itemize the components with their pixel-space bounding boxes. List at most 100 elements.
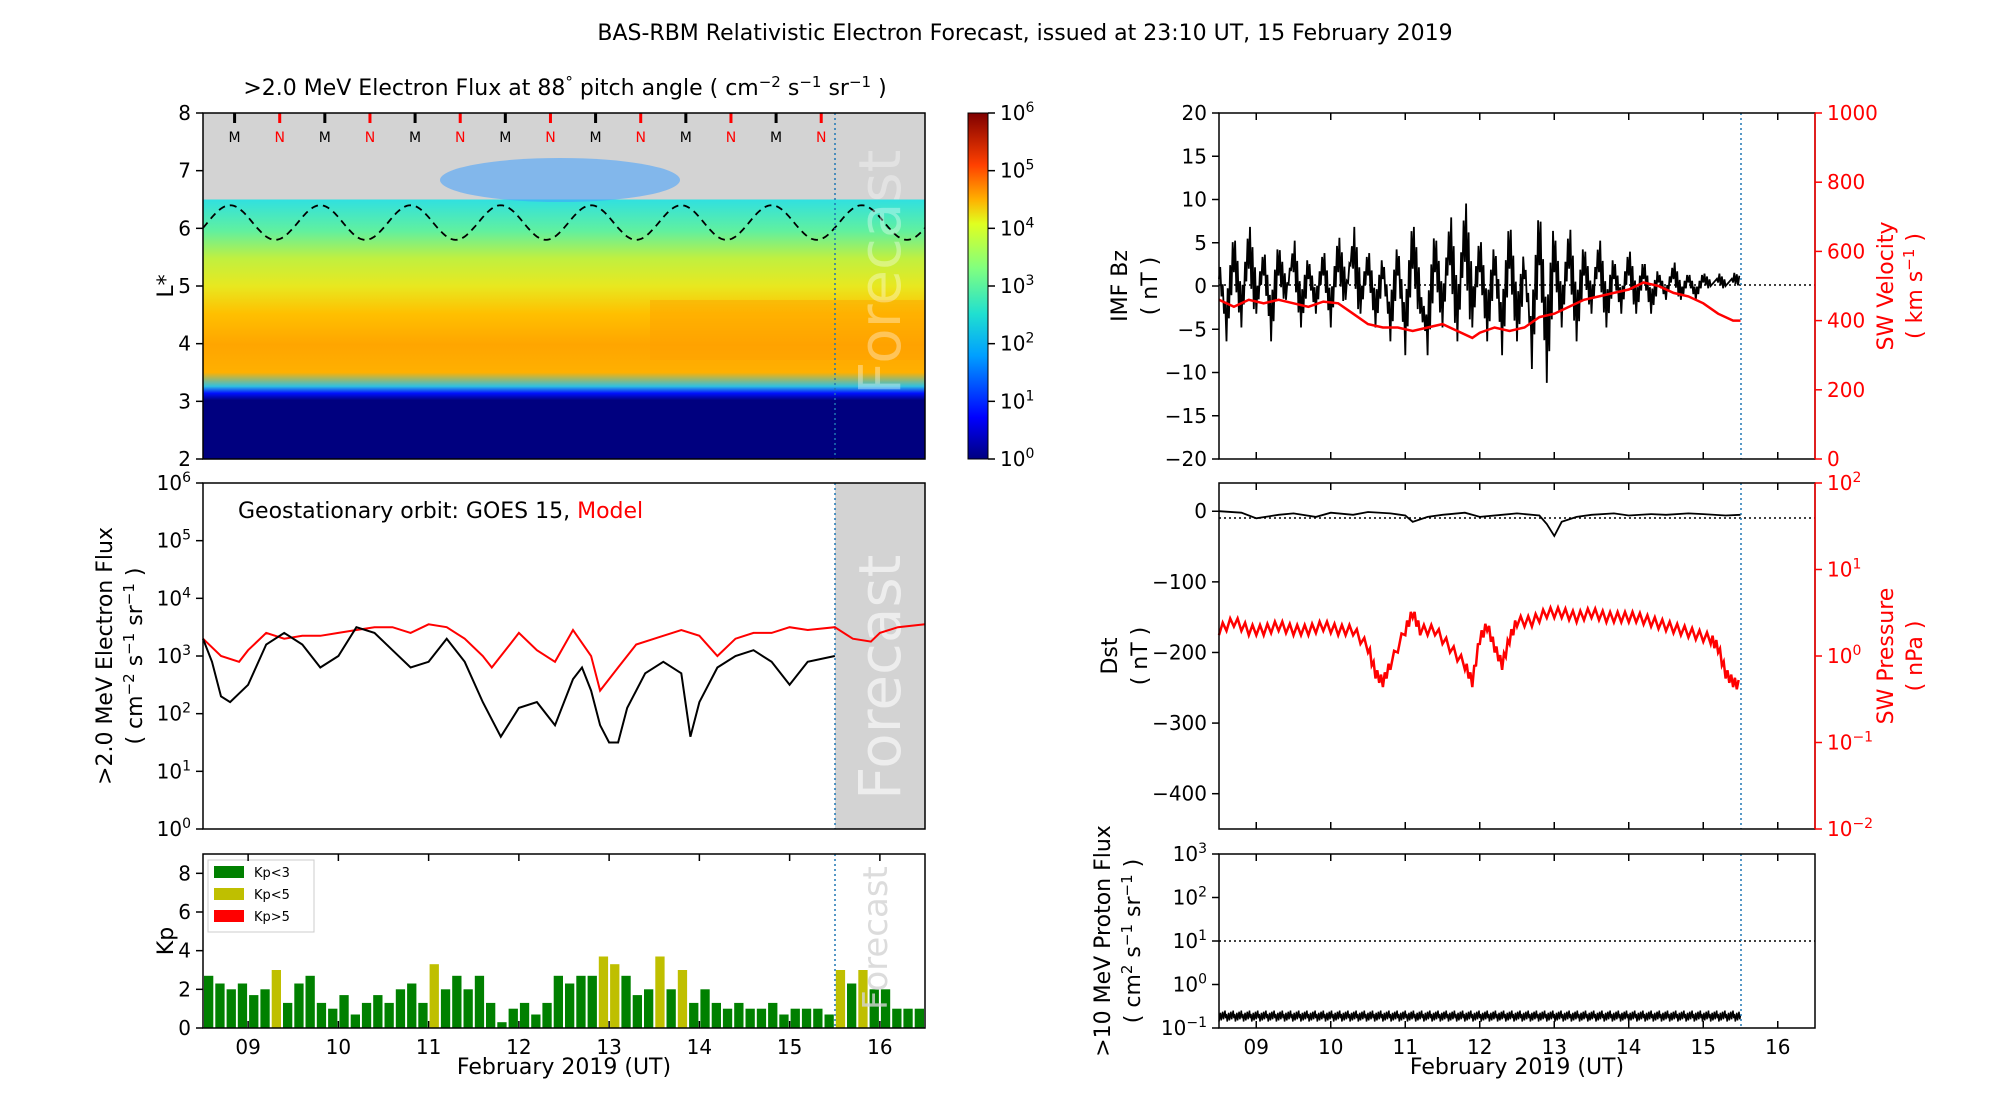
kp-bar [237,983,248,1028]
y-tick-label: 200 [1827,378,1865,402]
y-tick-label: 0 [1194,499,1207,523]
kp-legend-swatch-3 [214,910,244,922]
y-tick-label: 2 [178,977,191,1001]
geo-y-axis: 100 101 102 103 104 105 106 [157,470,203,841]
x-tick-label: 15 [1691,1035,1716,1059]
left-xlabel: February 2019 (UT) [457,1055,671,1080]
flux-map-ylabel: L* [154,274,179,297]
geo-forecast-label: Forecast [846,555,914,800]
x-tick-label: 13 [1542,1035,1567,1059]
kp-bar [418,1002,428,1028]
dst-y-axis-left: 0 −100 −200 −300 −400 [1152,499,1219,806]
y-tick-label: 101 [1173,928,1207,953]
y-tick-label: 0 [1827,447,1840,471]
y-tick-label: 6 [178,900,191,924]
imf-ylabel-2: ( nT ) [1138,257,1163,316]
proton-panel: 103 102 101 100 10−1 09 10 11 12 13 14 15 16 >10 Me… [1091,825,1816,1080]
y-tick-label: 105 [157,528,191,553]
x-tick-label: 14 [1616,1035,1641,1059]
kp-panel: Forecast Kp<3 Kp<5 Kp>5 0 2 4 6 8 09 10 11 12 13… [154,853,926,1080]
dst-frame [1218,482,1816,830]
y-tick-label: 101 [1827,557,1861,582]
mn-marker-label: N [365,130,375,146]
kp-bar [553,975,563,1028]
y-tick-label: 10−1 [1161,1015,1207,1040]
kp-ylabel: Kp [154,927,179,955]
x-tick-label: 16 [867,1035,892,1059]
x-tick-label: 14 [687,1035,712,1059]
kp-bar [801,1008,812,1028]
kp-bar [519,1002,530,1028]
kp-bar [339,995,349,1028]
kp-bar [689,1002,699,1028]
kp-bars [204,956,924,1028]
imf-panel: 20 15 10 5 0 −5 −10 −15 −20 1000 800 600 400 200 0 IM… [1108,101,1928,471]
dst-ylabel-1: Dst [1098,637,1123,674]
x-tick-label: 11 [1393,1035,1418,1059]
y-tick-label: 105 [1000,158,1034,183]
mn-marker-label: N [274,130,284,146]
kp-bar [756,1008,767,1028]
y-tick-label: 8 [178,101,191,125]
flux-map-title: >2.0 MeV Electron Flux at 88° pitch angl… [243,73,886,101]
proton-ylabel-1: >10 MeV Proton Flux [1091,825,1116,1057]
y-tick-label: 100 [1827,643,1861,668]
kp-bar [914,1008,924,1028]
kp-bar [440,989,451,1028]
y-tick-label: 10−2 [1827,816,1873,841]
kp-bar [350,1014,360,1028]
y-tick-label: 20 [1182,101,1207,125]
kp-bar [486,1002,496,1028]
y-tick-label: 0 [1194,274,1207,298]
kp-bar [835,970,846,1028]
kp-bar [880,989,891,1028]
dst-y-axis-right: 102 101 100 10−1 10−2 [1815,470,1873,841]
kp-bar [474,975,485,1028]
y-tick-label: −200 [1152,640,1207,664]
mn-marker-label: N [635,130,645,146]
kp-legend-label-3: Kp>5 [254,910,290,925]
y-tick-label: 102 [1173,885,1207,910]
y-tick-label: 106 [1000,100,1034,125]
kp-bar [452,975,462,1028]
imf-y-axis-right: 1000 800 600 400 200 0 [1815,101,1878,471]
kp-bar [407,983,417,1028]
kp-legend-swatch-2 [214,888,244,900]
sw-pressure-line [1217,603,1740,690]
y-tick-label: 100 [157,816,191,841]
y-tick-label: 102 [157,701,191,726]
kp-bar [621,975,631,1028]
kp-bar [903,1008,913,1028]
kp-bar [677,970,688,1028]
y-tick-label: 4 [178,939,191,963]
colorbar-gradient [967,112,989,460]
dst-ylabel-2: ( nT ) [1128,627,1153,686]
kp-bar [463,989,473,1028]
mn-marker-label: N [816,130,826,146]
x-tick-label: 09 [1244,1035,1269,1059]
x-tick-label: 10 [326,1035,351,1059]
y-tick-label: 103 [1000,273,1034,298]
colorbar: 100 101 102 103 104 105 106 [967,100,1034,471]
proton-y-axis: 103 102 101 100 10−1 [1161,841,1219,1040]
flux-map-bright-band [650,300,925,360]
kp-bar [395,989,406,1028]
imf-y-axis-left: 20 15 10 5 0 −5 −10 −15 −20 [1165,101,1219,471]
y-tick-label: 5 [178,274,191,298]
kp-bar [576,975,586,1028]
sw-velocity-line [1218,281,1741,340]
mn-marker-label: M [680,130,692,146]
kp-legend-label-1: Kp<3 [254,866,290,881]
kp-bar [508,1008,518,1028]
y-tick-label: 104 [157,585,191,610]
y-tick-label: 102 [1827,470,1861,495]
kp-bar [610,964,620,1028]
sw-pressure-ylabel-2: ( nPa ) [1903,621,1928,692]
kp-bar [226,989,236,1028]
geo-model-line [202,623,926,693]
mn-marker-label: M [770,130,782,146]
flux-map-dashed-contour [202,204,926,241]
colorbar-ticks: 100 101 102 103 104 105 106 [988,100,1034,471]
mn-marker-label: N [455,130,465,146]
imf-ylabel-1: IMF Bz [1108,250,1133,322]
